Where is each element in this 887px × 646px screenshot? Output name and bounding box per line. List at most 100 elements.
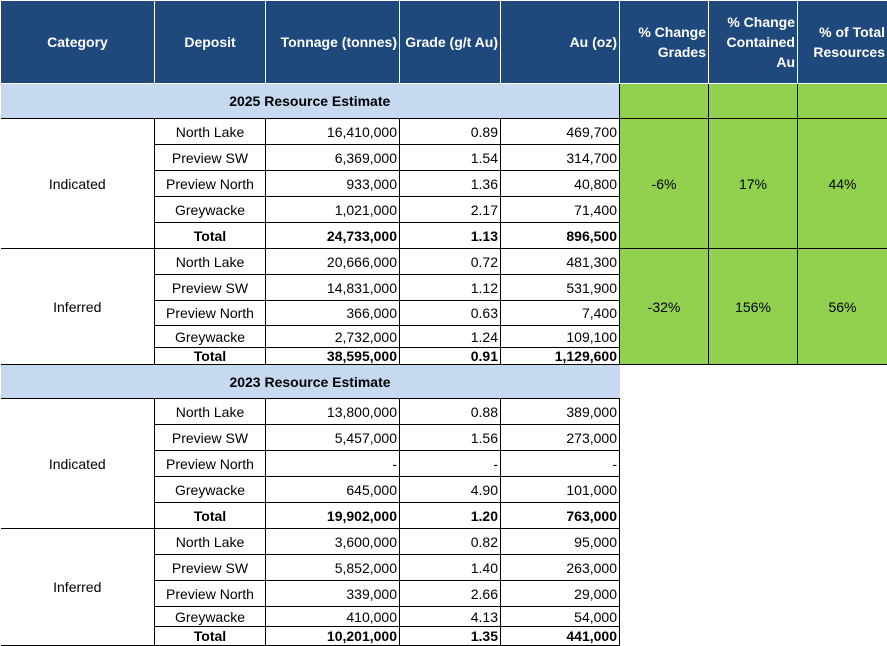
au-cell: 40,800	[500, 170, 620, 197]
tonnage-cell: 1,021,000	[265, 196, 400, 223]
header-pct-change-grades: % Change Grades	[619, 0, 709, 84]
tonnage-cell: 2,732,000	[265, 325, 400, 348]
deposit-cell: Greywacke	[154, 606, 266, 627]
table-row: Preview SW 14,831,000 1.12 531,900	[1, 274, 887, 301]
pct-change-grades-cell	[619, 528, 709, 646]
deposit-cell: Greywacke	[154, 476, 266, 503]
au-cell: 469,700	[500, 118, 620, 145]
deposit-cell: Preview North	[154, 300, 266, 326]
band-spacer	[797, 83, 887, 119]
grade-cell: 0.82	[399, 528, 501, 555]
deposit-cell: North Lake	[154, 398, 266, 425]
tonnage-cell: 6,369,000	[265, 144, 400, 171]
au-cell: 101,000	[500, 476, 620, 503]
au-cell: 896,500	[500, 222, 620, 249]
au-cell: 109,100	[500, 325, 620, 348]
tonnage-cell: 20,666,000	[265, 248, 400, 275]
header-au: Au (oz)	[500, 0, 620, 84]
tonnage-cell: 366,000	[265, 300, 400, 326]
category-cell: Inferred	[0, 528, 155, 646]
table-row: Preview SW 6,369,000 1.54 314,700	[1, 144, 887, 171]
deposit-cell: Preview SW	[154, 554, 266, 581]
deposit-cell: Preview SW	[154, 274, 266, 301]
au-cell: 95,000	[500, 528, 620, 555]
grade-cell: -	[399, 450, 501, 477]
au-cell: 314,700	[500, 144, 620, 171]
tonnage-cell: 14,831,000	[265, 274, 400, 301]
grade-cell: 0.89	[399, 118, 501, 145]
grade-cell: 1.35	[399, 626, 501, 646]
grade-cell: 1.40	[399, 554, 501, 581]
pct-change-au-cell: 17%	[708, 118, 798, 249]
pct-change-au-cell	[708, 528, 798, 646]
tonnage-cell: 645,000	[265, 476, 400, 503]
tonnage-cell: 339,000	[265, 580, 400, 607]
grade-cell: 0.72	[399, 248, 501, 275]
grade-cell: 1.24	[399, 325, 501, 348]
band-spacer	[708, 364, 798, 399]
tonnage-cell: 13,800,000	[265, 398, 400, 425]
table-row: Greywacke 645,000 4.90 101,000	[1, 476, 887, 503]
header-pct-total-resources: % of Total Resources	[797, 0, 887, 84]
header-category: Category	[0, 0, 155, 84]
deposit-cell: Preview North	[154, 580, 266, 607]
grade-cell: 1.54	[399, 144, 501, 171]
table-row: Preview North 933,000 1.36 40,800	[1, 170, 887, 197]
grade-cell: 1.56	[399, 424, 501, 451]
pct-total-cell: 56%	[797, 248, 887, 365]
au-cell: 481,300	[500, 248, 620, 275]
pct-total-cell	[797, 398, 887, 529]
header-pct-change-contained-au: % Change Contained Au	[708, 0, 798, 84]
au-cell: 29,000	[500, 580, 620, 607]
grade-cell: 1.13	[399, 222, 501, 249]
pct-change-au-cell	[708, 398, 798, 529]
deposit-cell: Preview North	[154, 450, 266, 477]
band-spacer	[619, 83, 709, 119]
deposit-cell: Greywacke	[154, 196, 266, 223]
table-row: Greywacke 1,021,000 2.17 71,400	[1, 196, 887, 223]
grade-cell: 2.66	[399, 580, 501, 607]
tonnage-cell: 5,457,000	[265, 424, 400, 451]
pct-change-grades-cell: -6%	[619, 118, 709, 249]
band-spacer	[619, 364, 709, 399]
pct-total-cell: 44%	[797, 118, 887, 249]
deposit-cell: Greywacke	[154, 325, 266, 348]
deposit-cell: Preview SW	[154, 424, 266, 451]
deposit-cell: Preview SW	[154, 144, 266, 171]
grade-cell: 4.90	[399, 476, 501, 503]
grade-cell: 1.12	[399, 274, 501, 301]
section-band: 2025 Resource Estimate	[0, 83, 887, 119]
category-cell: Indicated	[0, 398, 155, 529]
total-row: Total 38,595,000 0.91 1,129,600	[1, 347, 887, 365]
total-row: Total 10,201,000 1.35 441,000	[1, 626, 887, 646]
category-cell: Indicated	[0, 118, 155, 249]
grade-cell: 1.20	[399, 502, 501, 529]
grade-cell: 2.17	[399, 196, 501, 223]
header-grade: Grade (g/t Au)	[399, 0, 501, 84]
tonnage-cell: 38,595,000	[265, 347, 400, 365]
grade-cell: 0.88	[399, 398, 501, 425]
deposit-cell: Total	[154, 502, 266, 529]
tonnage-cell: 3,600,000	[265, 528, 400, 555]
pct-change-au-cell: 156%	[708, 248, 798, 365]
section-title: 2023 Resource Estimate	[0, 364, 620, 399]
table-row: Preview SW 5,457,000 1.56 273,000	[1, 424, 887, 451]
grade-cell: 0.91	[399, 347, 501, 365]
section-band: 2023 Resource Estimate	[0, 364, 887, 399]
category-cell: Inferred	[0, 248, 155, 365]
pct-total-cell	[797, 528, 887, 646]
au-cell: -	[500, 450, 620, 477]
au-cell: 1,129,600	[500, 347, 620, 365]
band-spacer	[708, 83, 798, 119]
au-cell: 531,900	[500, 274, 620, 301]
au-cell: 441,000	[500, 626, 620, 646]
deposit-cell: Total	[154, 222, 266, 249]
tonnage-cell: 19,902,000	[265, 502, 400, 529]
deposit-cell: Preview North	[154, 170, 266, 197]
au-cell: 71,400	[500, 196, 620, 223]
tonnage-cell: 933,000	[265, 170, 400, 197]
grade-cell: 4.13	[399, 606, 501, 627]
tonnage-cell: 5,852,000	[265, 554, 400, 581]
tonnage-cell: 16,410,000	[265, 118, 400, 145]
